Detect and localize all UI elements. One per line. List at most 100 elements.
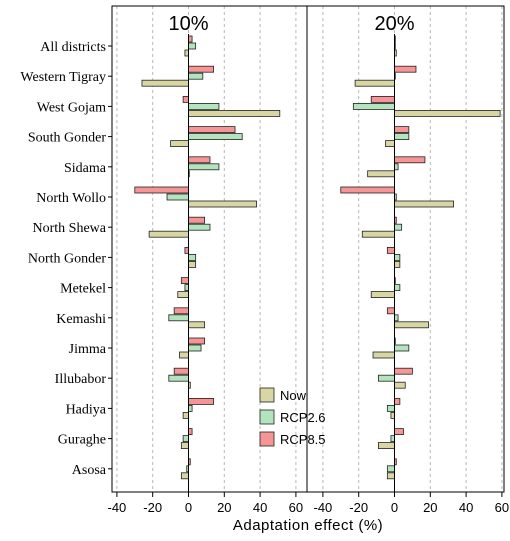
category-label: Metekel xyxy=(60,282,106,297)
bar-rcp26-p1-2 xyxy=(188,103,220,110)
bar-now-p2-2 xyxy=(394,110,501,117)
x-tick-label-p1: 0 xyxy=(185,500,192,515)
plot-frame xyxy=(108,5,505,497)
bar-now-p1-2 xyxy=(188,110,281,117)
labels: -40 -20 0 20 40 60 10% -40 -20 0 20 40 60 20% All dist… xyxy=(20,13,509,534)
legend-swatch-rcp85 xyxy=(259,431,275,447)
bar-now-p1-1 xyxy=(141,79,189,87)
x-tick-label-p1: 40 xyxy=(253,500,267,515)
bar-now-p1-7 xyxy=(188,260,197,268)
x-tick-label-p1: -20 xyxy=(143,500,162,515)
bar-rcp85-p1-11 xyxy=(173,367,189,375)
bar-rcp26-p2-6 xyxy=(394,223,403,231)
x-tick-label-p2: -40 xyxy=(314,500,333,515)
bar-now-p1-8 xyxy=(177,291,189,299)
bar-now-p2-6 xyxy=(361,230,395,238)
category-label: North Shewa xyxy=(33,221,107,236)
bar-rcp85-p1-12 xyxy=(188,397,214,405)
bar-rcp85-p2-2 xyxy=(370,96,395,103)
panel-title-2: 20% xyxy=(374,13,414,35)
bar-rcp85-p1-0 xyxy=(188,35,193,43)
bar-rcp26-p1-1 xyxy=(188,72,204,80)
bar-rcp26-p1-0 xyxy=(188,42,197,50)
category-label: South Gonder xyxy=(28,131,107,146)
bar-rcp26-p2-14 xyxy=(386,465,395,473)
bar-rcp85-p1-2 xyxy=(182,96,189,103)
bar-rcp85-p1-8 xyxy=(180,277,189,285)
bar-rcp85-p1-4 xyxy=(188,156,211,164)
x-tick-label-p2: 40 xyxy=(459,500,473,515)
bar-rcp85-p1-1 xyxy=(188,65,214,73)
bar-rcp26-p2-11 xyxy=(377,374,395,382)
bar-now-p1-3 xyxy=(170,140,189,148)
category-label: North Wollo xyxy=(36,191,106,206)
bar-now-p2-3 xyxy=(385,140,395,148)
bar-rcp85-p1-10 xyxy=(188,337,206,345)
bar-rcp26-p2-8 xyxy=(394,284,401,292)
x-tick-label-p2: -20 xyxy=(349,500,368,515)
bar-now-p2-10 xyxy=(372,351,395,359)
bar-now-p2-7 xyxy=(394,260,401,268)
bar-rcp26-p2-7 xyxy=(394,253,401,261)
bar-now-p1-0 xyxy=(184,49,189,57)
bar-rcp26-p2-4 xyxy=(394,163,399,171)
bar-rcp26-p1-10 xyxy=(188,344,202,352)
bar-rcp26-p1-5 xyxy=(166,193,189,201)
bar-now-p1-9 xyxy=(188,321,206,329)
bar-rcp26-p1-12 xyxy=(188,404,193,412)
bar-rcp26-p1-7 xyxy=(188,253,197,261)
bar-now-p1-6 xyxy=(148,230,189,238)
x-tick-label-p1: 60 xyxy=(289,500,303,515)
bar-rcp85-p2-3 xyxy=(394,126,410,133)
category-label: Jimma xyxy=(69,342,107,357)
bar-rcp85-p2-12 xyxy=(394,397,401,405)
legend-label-rcp26: RCP2.6 xyxy=(280,410,326,425)
bar-now-p2-14 xyxy=(386,472,395,480)
legend-label-now: Now xyxy=(280,388,307,403)
bar-rcp85-p1-5 xyxy=(134,186,189,194)
bar-now-p2-11 xyxy=(394,381,406,389)
x-tick-label-p1: 20 xyxy=(217,500,231,515)
category-label: Asosa xyxy=(72,463,107,478)
bar-now-p2-12 xyxy=(390,411,395,419)
x-tick-label-p1: -40 xyxy=(108,500,127,515)
bar-rcp85-p2-1 xyxy=(394,65,417,73)
x-tick-label-p2: 20 xyxy=(423,500,437,515)
bar-rcp85-p1-7 xyxy=(184,246,189,254)
category-label: Hadiya xyxy=(66,402,107,417)
bar-now-p1-10 xyxy=(179,351,189,359)
bar-rcp26-p1-13 xyxy=(182,435,189,443)
bar-rcp85-p2-5 xyxy=(340,186,395,194)
bar-rcp26-p2-12 xyxy=(386,404,395,412)
bar-rcp85-p2-4 xyxy=(394,156,426,164)
bar-now-p2-13 xyxy=(377,442,395,450)
bar-rcp26-p2-2 xyxy=(352,103,395,110)
x-tick-label-p2: 0 xyxy=(391,500,398,515)
category-label: North Gonder xyxy=(28,251,106,266)
x-axis-title: Adaptation effect (%) xyxy=(233,517,383,534)
bar-rcp85-p1-9 xyxy=(173,307,189,315)
category-label: All districts xyxy=(40,40,106,55)
bar-rcp26-p1-3 xyxy=(188,133,243,141)
bar-now-p2-9 xyxy=(394,321,429,329)
category-label: Guraghe xyxy=(58,433,106,448)
bar-rcp26-p2-13 xyxy=(390,435,395,443)
bar-now-p2-5 xyxy=(394,200,454,208)
bar-rcp85-p2-13 xyxy=(394,428,404,436)
bar-rcp26-p2-9 xyxy=(394,314,399,322)
bar-rcp26-p2-10 xyxy=(394,344,410,352)
x-tick-label-p2: 60 xyxy=(495,500,509,515)
bar-rcp85-p2-11 xyxy=(394,367,413,375)
bar-now-p1-14 xyxy=(180,472,189,480)
category-label: Illubabor xyxy=(55,372,107,387)
legend: Now RCP2.6 RCP8.5 xyxy=(259,387,326,447)
bar-now-p2-8 xyxy=(370,291,395,299)
bar-now-p1-5 xyxy=(188,200,257,208)
bar-now-p2-4 xyxy=(367,170,395,178)
bars xyxy=(134,35,501,480)
bar-rcp26-p2-3 xyxy=(394,133,410,141)
category-label: West Gojam xyxy=(37,100,106,115)
legend-swatch-now xyxy=(259,387,275,403)
category-label: Kemashi xyxy=(56,312,106,327)
